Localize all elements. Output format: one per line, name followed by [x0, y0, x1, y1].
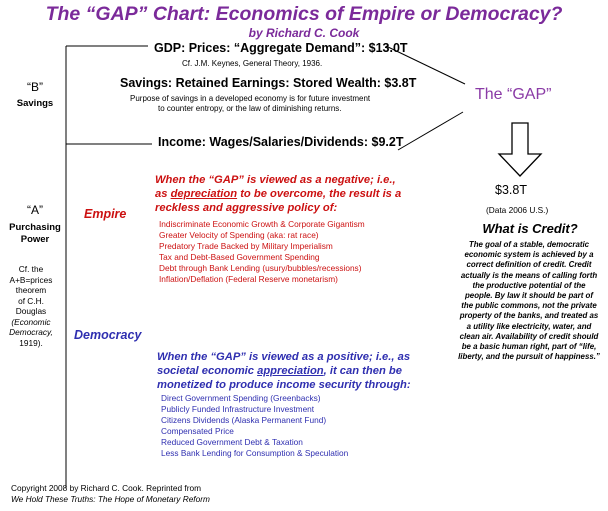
byline: by Richard C. Cook	[248, 26, 360, 40]
empire-policy-list: Indiscriminate Economic Growth & Corpora…	[159, 219, 365, 285]
douglas-theorem-note: Cf. the A+B=prices theorem of C.H. Dougl…	[9, 264, 53, 348]
gap-data-note: (Data 2006 U.S.)	[486, 205, 549, 215]
credit-question: What is Credit?	[482, 221, 578, 236]
a-purchasing-label: Purchasing	[9, 222, 61, 233]
democracy-heading: When the “GAP” is viewed as a positive; …	[157, 351, 411, 391]
list-item: Citizens Dividends (Alaska Permanent Fun…	[161, 415, 327, 425]
gdp-citation: Cf. J.M. Keynes, General Theory, 1936.	[182, 59, 323, 68]
footer-source: We Hold These Truths: The Hope of Moneta…	[11, 494, 210, 504]
a-power-label: Power	[20, 234, 50, 245]
democracy-label: Democracy	[74, 328, 142, 342]
a-symbol: “A”	[27, 203, 43, 217]
b-savings-label: Savings	[16, 98, 54, 109]
list-item: Debt through Bank Lending (usury/bubbles…	[159, 263, 362, 273]
savings-note-1: Purpose of savings in a developed econom…	[130, 94, 371, 103]
gap-upper-line	[385, 45, 466, 85]
chart-title: The “GAP” Chart: Economics of Empire or …	[45, 3, 563, 25]
gap-lower-line	[397, 111, 464, 151]
footer-copyright: Copyright 2008 by Richard C. Cook. Repri…	[11, 483, 201, 493]
b-symbol: “B”	[27, 80, 43, 94]
list-item: Predatory Trade Backed by Military Imper…	[159, 241, 333, 251]
gap-label: The “GAP”	[475, 86, 552, 103]
list-item: Indiscriminate Economic Growth & Corpora…	[159, 219, 365, 229]
savings-line: Savings: Retained Earnings: Stored Wealt…	[120, 76, 417, 90]
gap-amount: $3.8T	[495, 183, 527, 197]
democracy-policy-list: Direct Government Spending (Greenbacks) …	[161, 393, 348, 459]
list-item: Tax and Debt-Based Government Spending	[159, 252, 320, 262]
income-line: Income: Wages/Salaries/Dividends: $9.2T	[158, 135, 404, 149]
list-item: Direct Government Spending (Greenbacks)	[161, 393, 321, 403]
list-item: Reduced Government Debt & Taxation	[161, 437, 303, 447]
empire-heading: When the “GAP” is viewed as a negative; …	[155, 174, 402, 214]
empire-label: Empire	[84, 207, 127, 221]
list-item: Greater Velocity of Spending (aka: rat r…	[159, 230, 319, 240]
list-item: Less Bank Lending for Consumption & Spec…	[161, 448, 349, 458]
list-item: Compensated Price	[161, 426, 234, 436]
credit-definition: The goal of a stable, democratic economi…	[458, 240, 600, 362]
list-item: Publicly Funded Infrastructure Investmen…	[161, 404, 315, 414]
list-item: Inflation/Deflation (Federal Reserve mon…	[159, 274, 338, 284]
gdp-line: GDP: Prices: “Aggregate Demand”: $13.0T	[154, 41, 408, 55]
down-arrow-icon	[497, 122, 543, 177]
savings-note-2: to counter entropy, or the law of dimini…	[158, 104, 342, 113]
